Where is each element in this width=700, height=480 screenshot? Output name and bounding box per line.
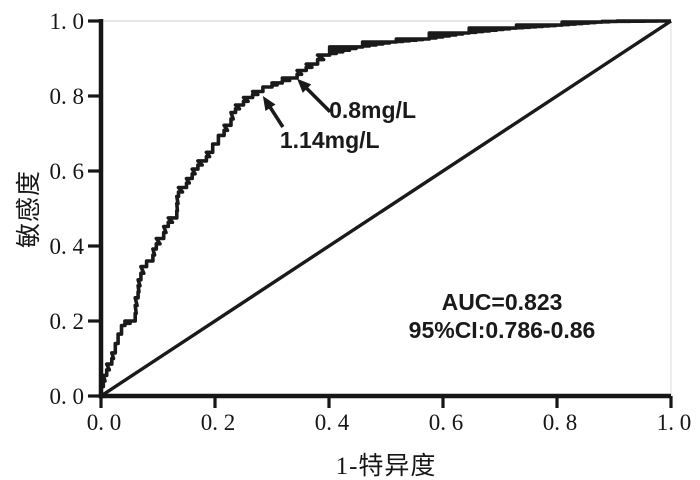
x-tick-label: 0. 0 [87,410,122,435]
y-axis-title: 敏感度 [16,169,43,249]
y-tick-label: 0. 4 [50,234,85,259]
y-tick-label: 1. 0 [50,9,85,34]
y-tick-label: 0. 2 [50,309,85,334]
y-tick-label: 0. 8 [50,84,85,109]
x-tick-label: 0. 2 [201,410,236,435]
x-tick-label: 0. 4 [315,410,350,435]
annotation-arrowhead [262,96,276,112]
annotation-arrow-shaft [302,83,332,114]
x-tick-label: 0. 8 [543,410,578,435]
x-tick-label: 1. 0 [657,410,692,435]
x-tick-label: 0. 6 [429,410,464,435]
y-tick-label: 0. 0 [50,384,85,409]
auc-value-label: AUC=0.823 [442,289,563,315]
y-tick-label: 0. 6 [50,159,85,184]
threshold-annotation-label: 0.8mg/L [329,97,416,123]
threshold-annotation-label: 1.14mg/L [280,127,380,153]
reference-diagonal-line [100,19,672,398]
x-axis-title: 1-特异度 [335,453,437,480]
confidence-interval-label: 95%CI:0.786-0.86 [409,317,596,343]
roc-curve [99,19,671,396]
annotation-arrowhead [297,78,312,93]
